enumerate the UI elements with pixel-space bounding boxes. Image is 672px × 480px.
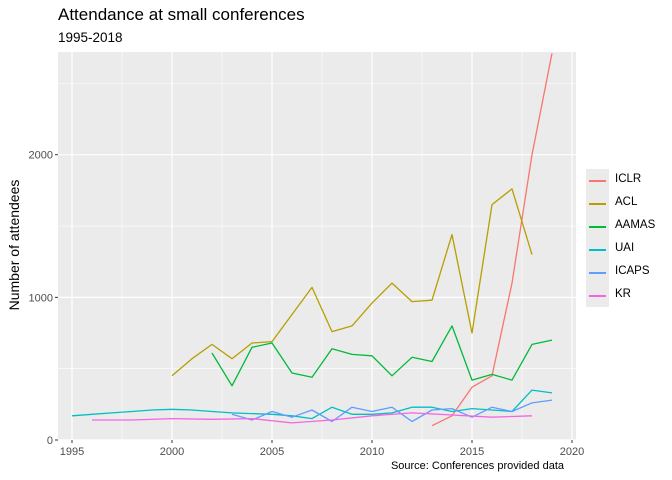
x-tick-label: 2015 [460, 446, 484, 458]
x-axis: 1995 2000 2005 2010 2015 2020 [60, 440, 584, 458]
legend-item-aamas: AAMAS [586, 215, 662, 238]
legend-label: ICAPS [615, 265, 650, 277]
series-line-acl [171, 188, 533, 377]
y-tick-label: 0 [47, 435, 53, 447]
chart-caption: Source: Conferences provided data [390, 460, 564, 472]
series-line-iclr [431, 53, 553, 427]
series-line-uai [71, 389, 553, 420]
legend-label: ACL [615, 196, 638, 208]
legend-item-kr: KR [586, 284, 662, 307]
legend-line-swatch [589, 203, 606, 205]
legend-key [586, 169, 609, 192]
x-tick-label: 2010 [360, 446, 384, 458]
legend-item-icaps: ICAPS [586, 261, 662, 284]
series-line-icaps [231, 399, 553, 423]
y-tick-label: 1000 [29, 292, 53, 304]
legend-key [586, 192, 609, 215]
legend-label: KR [615, 288, 631, 300]
legend-key [586, 215, 609, 238]
legend-line-swatch [589, 226, 606, 228]
x-tick-label: 2005 [260, 446, 284, 458]
legend-item-acl: ACL [586, 192, 662, 215]
legend-line-swatch [589, 249, 606, 251]
chart-title: Attendance at small conferences [58, 5, 305, 24]
legend-item-uai: UAI [586, 238, 662, 261]
minor-grid [58, 52, 576, 440]
series-line-aamas [211, 325, 553, 387]
legend-line-swatch [589, 180, 606, 182]
legend-key [586, 238, 609, 261]
legend-label: UAI [615, 242, 635, 254]
y-tick-label: 2000 [29, 150, 53, 162]
x-tick-label: 2020 [560, 446, 584, 458]
x-tick-label: 2000 [160, 446, 184, 458]
legend-line-swatch [589, 295, 606, 297]
series-line-kr [92, 412, 533, 424]
legend-key [586, 261, 609, 284]
legend-line-swatch [589, 272, 606, 274]
plot-panel [58, 52, 576, 440]
legend-item-iclr: ICLR [586, 169, 662, 192]
legend-label: AAMAS [615, 219, 656, 231]
legend-key [586, 284, 609, 307]
chart-subtitle: 1995-2018 [58, 30, 123, 45]
y-axis: 0 1000 2000 [29, 150, 58, 447]
x-tick-label: 1995 [60, 446, 84, 458]
legend-label: ICLR [615, 173, 642, 185]
series-lines [71, 53, 553, 427]
